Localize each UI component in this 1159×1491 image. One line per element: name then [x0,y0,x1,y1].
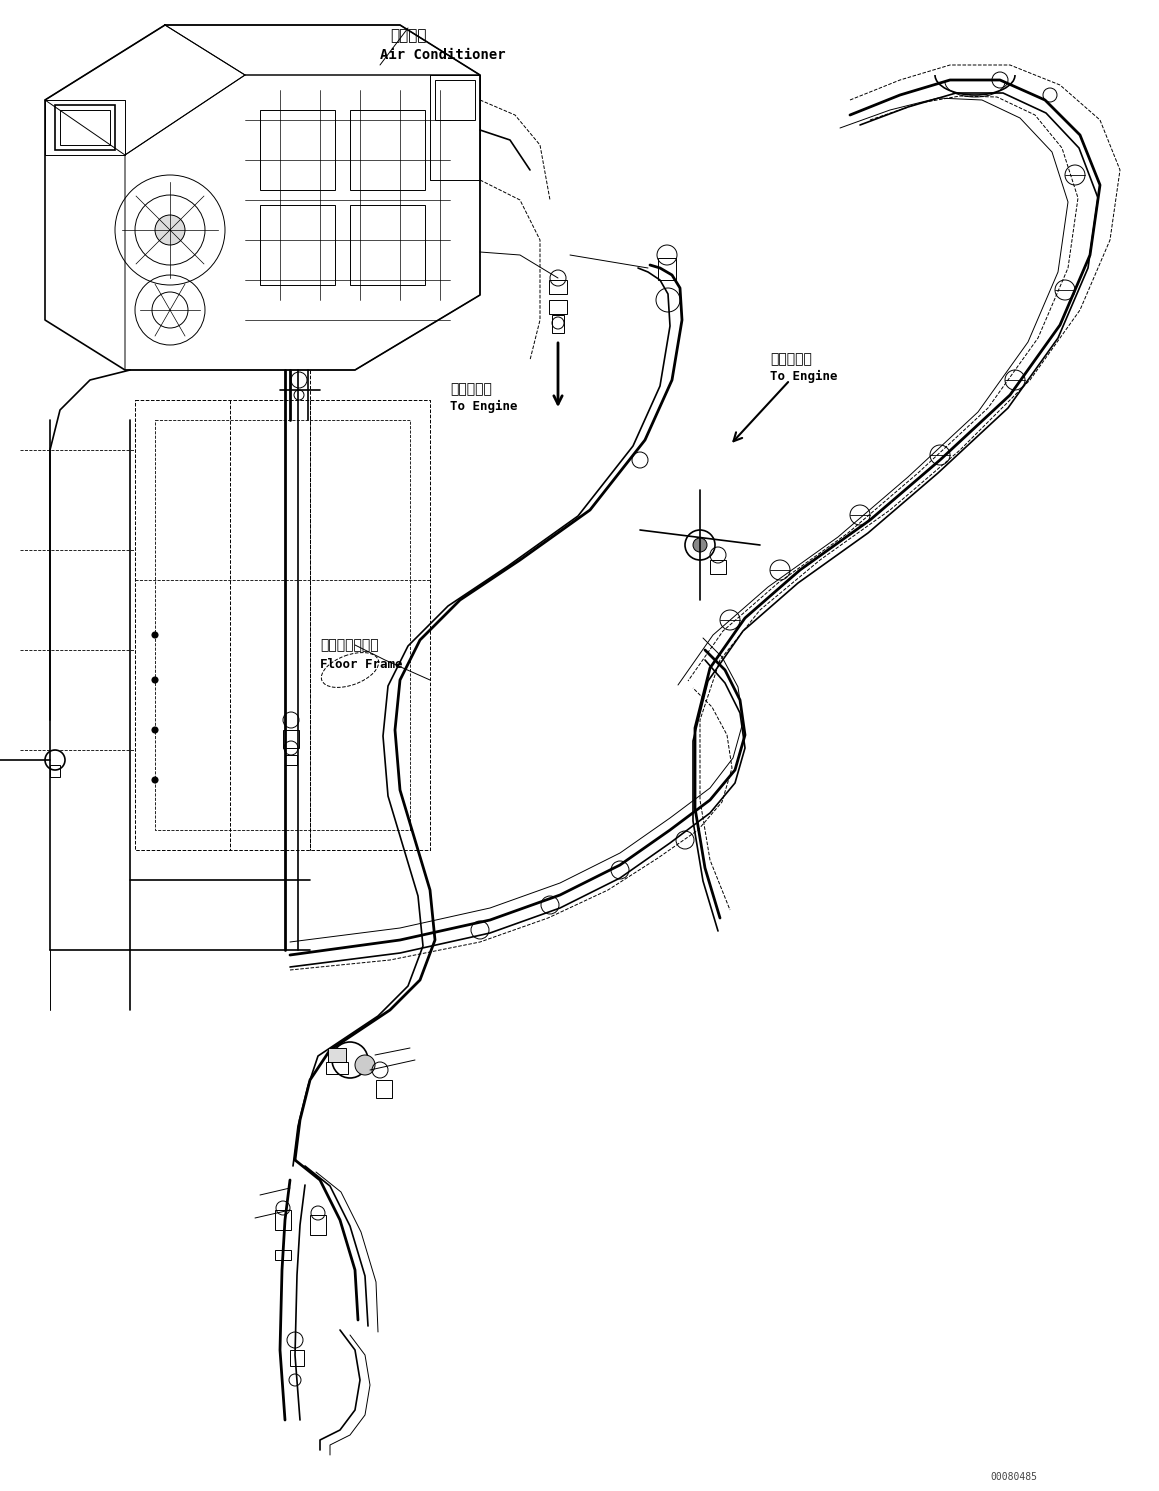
Bar [549,280,567,294]
Text: エアコン: エアコン [389,28,427,43]
Circle shape [693,538,707,552]
Circle shape [152,632,158,638]
Bar [60,110,110,145]
Bar [275,1211,291,1230]
Text: Floor Frame: Floor Frame [320,658,402,671]
Text: フロアフレーム: フロアフレーム [320,638,379,652]
Bar [350,110,425,189]
Text: エンジンへ: エンジンへ [450,382,491,397]
Bar [549,300,567,315]
Bar [350,204,425,285]
Bar [275,1249,291,1260]
Bar [283,731,299,748]
Bar [54,104,115,151]
Circle shape [152,777,158,783]
Bar [435,81,475,119]
Bar [710,561,726,574]
Bar [309,1215,326,1235]
Bar [285,754,297,765]
Bar [260,204,335,285]
Circle shape [355,1056,376,1075]
Bar [290,1349,304,1366]
Bar [658,258,676,280]
Circle shape [155,215,185,245]
Bar [50,765,60,777]
Bar [376,1079,392,1097]
Text: Air Conditioner: Air Conditioner [380,48,505,63]
Text: エンジンへ: エンジンへ [770,352,811,365]
Circle shape [152,728,158,734]
Bar [328,1048,347,1062]
Bar [326,1062,348,1074]
Bar [260,110,335,189]
Circle shape [152,677,158,683]
Text: 00080485: 00080485 [990,1472,1037,1482]
Text: To Engine: To Engine [450,400,518,413]
Bar [552,315,564,332]
Text: To Engine: To Engine [770,370,838,383]
